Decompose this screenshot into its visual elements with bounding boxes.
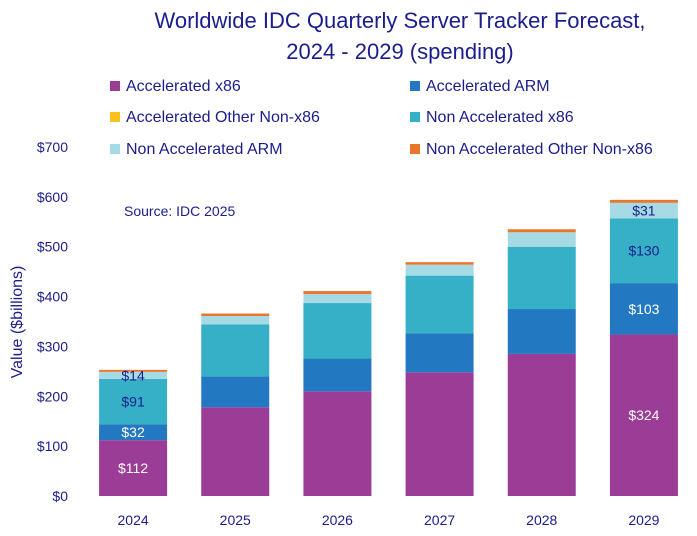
bar-segment xyxy=(405,372,474,496)
bar-segment xyxy=(507,246,576,310)
legend-label: Accelerated Other Non-x86 xyxy=(126,109,320,126)
data-label: $112 xyxy=(118,460,148,476)
bar-segment xyxy=(303,303,372,359)
bar-segment xyxy=(507,232,576,247)
legend-label: Non Accelerated ARM xyxy=(126,141,283,158)
legend-swatch xyxy=(410,144,420,154)
x-tick-label: 2028 xyxy=(526,512,557,528)
legend-item: Accelerated x86 xyxy=(110,77,241,97)
legend-swatch xyxy=(410,81,420,91)
bar-segment xyxy=(609,334,678,496)
x-tick-label: 2026 xyxy=(322,512,353,528)
bar-segment xyxy=(609,218,678,284)
legend-item: Non Accelerated ARM xyxy=(110,140,283,160)
y-axis: $0 $100 $200 $300 $400 $500 $600 $700 xyxy=(37,139,68,504)
data-label: $103 xyxy=(628,301,659,317)
bar-segment xyxy=(303,294,372,304)
data-labels: $112 $32 $91 $14 $324 $103 $130 $31 xyxy=(118,203,660,477)
bar-segment xyxy=(201,313,270,317)
legend-item: Non Accelerated x86 xyxy=(410,108,574,128)
bar-segment xyxy=(201,376,270,408)
bar-segment xyxy=(303,391,372,496)
y-tick-label: $200 xyxy=(37,388,68,404)
bar-segment xyxy=(405,333,474,373)
bar-segment xyxy=(99,424,168,441)
bar-segment xyxy=(609,283,678,335)
bar-segment xyxy=(507,309,576,354)
source-annotation: Source: IDC 2025 xyxy=(124,203,236,219)
legend-label: Accelerated x86 xyxy=(126,78,241,95)
bar-segment xyxy=(99,440,168,496)
data-label: $14 xyxy=(121,367,145,383)
legend-item: Non Accelerated Other Non-x86 xyxy=(410,140,653,160)
x-tick-label: 2025 xyxy=(220,512,251,528)
data-label: $324 xyxy=(628,407,659,423)
x-axis: 2024 2025 2026 2027 2028 2029 xyxy=(118,512,660,528)
bar-segment xyxy=(405,275,474,334)
x-tick-label: 2029 xyxy=(628,512,659,528)
bar-segment xyxy=(507,353,576,496)
bar-segment xyxy=(609,202,678,219)
bar-segment xyxy=(99,378,168,425)
y-axis-title: Value ($billions) xyxy=(9,266,26,379)
y-tick-label: $300 xyxy=(37,338,68,354)
bar-segment xyxy=(201,316,270,325)
legend-label: Non Accelerated x86 xyxy=(426,109,574,126)
x-tick-label: 2027 xyxy=(424,512,455,528)
data-label: $31 xyxy=(632,203,656,219)
bar-segment xyxy=(201,324,270,377)
bar-stacks xyxy=(99,199,678,496)
bar-segment xyxy=(99,371,168,379)
legend-item: Accelerated Other Non-x86 xyxy=(110,108,320,128)
legend-label: Non Accelerated Other Non-x86 xyxy=(426,141,653,158)
bar-segment xyxy=(303,291,372,295)
chart-subtitle: 2024 - 2029 (spending) xyxy=(286,39,514,64)
legend-item: Accelerated ARM xyxy=(410,77,550,97)
data-label: $130 xyxy=(628,243,659,259)
bar-segment xyxy=(405,262,474,265)
bar-segment xyxy=(201,407,270,496)
y-tick-label: $0 xyxy=(52,488,68,504)
bar-segment xyxy=(507,229,576,233)
bar-segment xyxy=(99,369,168,372)
chart-title: Worldwide IDC Quarterly Server Tracker F… xyxy=(154,8,646,33)
legend-swatch xyxy=(110,144,120,154)
legend-swatch xyxy=(110,112,120,122)
y-tick-label: $600 xyxy=(37,189,68,205)
legend-swatch xyxy=(110,81,120,91)
bar-segment xyxy=(303,358,372,392)
y-tick-label: $500 xyxy=(37,239,68,255)
y-tick-label: $400 xyxy=(37,289,68,305)
y-tick-label: $100 xyxy=(37,438,68,454)
x-tick-label: 2024 xyxy=(118,512,149,528)
data-label: $32 xyxy=(121,424,145,440)
bar-segment xyxy=(405,264,474,276)
data-label: $91 xyxy=(121,394,145,410)
legend-label: Accelerated ARM xyxy=(426,78,550,95)
y-tick-label: $700 xyxy=(37,139,68,155)
bar-segment xyxy=(609,199,678,203)
legend-swatch xyxy=(410,112,420,122)
